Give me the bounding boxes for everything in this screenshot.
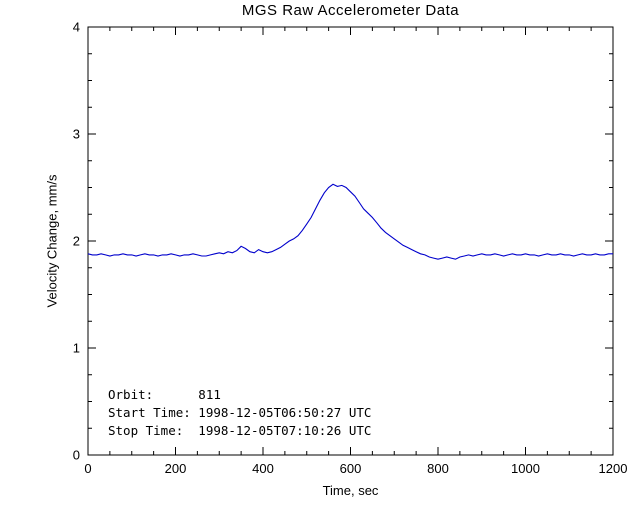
x-tick-label: 600	[340, 461, 362, 476]
x-axis-label: Time, sec	[322, 483, 379, 498]
x-tick-label: 400	[252, 461, 274, 476]
y-tick-label: 3	[73, 127, 80, 142]
x-tick-label: 800	[427, 461, 449, 476]
y-tick-label: 0	[73, 448, 80, 463]
axis-ticks	[87, 26, 614, 456]
x-tick-label: 1000	[511, 461, 540, 476]
chart-title: MGS Raw Accelerometer Data	[241, 2, 460, 19]
x-tick-label: 0	[84, 461, 91, 476]
data-series-line	[87, 183, 613, 260]
x-tick-label: 200	[165, 461, 187, 476]
annotation-stop-time: Stop Time: 1998-12-05T07:10:26 UTC	[108, 423, 372, 438]
x-tick-label: 1200	[599, 461, 628, 476]
y-tick-label: 2	[73, 234, 80, 249]
annotation-orbit: Orbit: 811	[108, 387, 221, 402]
y-tick-label: 4	[73, 20, 80, 35]
y-axis-label: Velocity Change, mm/s	[44, 174, 60, 308]
y-tick-label: 1	[73, 341, 80, 356]
annotation-start-time: Start Time: 1998-12-05T06:50:27 UTC	[108, 405, 372, 420]
annotation-block: Orbit: 811 Start Time: 1998-12-05T06:50:…	[108, 386, 371, 440]
axis-tick-labels: 0 200 400 600 800 1000 1200 0 1 2 3 4	[73, 20, 628, 477]
